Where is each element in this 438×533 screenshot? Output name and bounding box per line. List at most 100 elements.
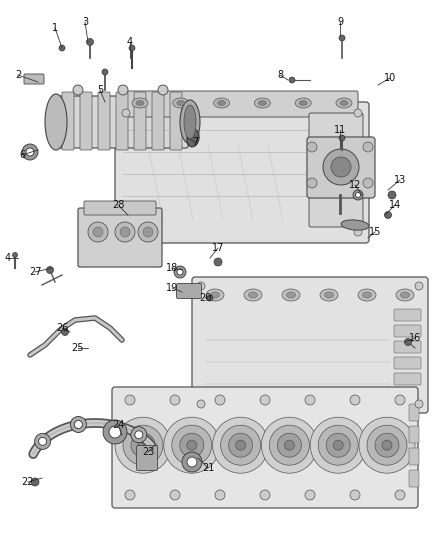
Circle shape <box>307 178 317 188</box>
Ellipse shape <box>45 94 67 150</box>
Ellipse shape <box>396 289 414 301</box>
Text: 27: 27 <box>29 267 41 277</box>
Text: 15: 15 <box>369 227 381 237</box>
Circle shape <box>158 85 168 95</box>
Circle shape <box>354 228 362 236</box>
Circle shape <box>197 282 205 290</box>
Ellipse shape <box>173 98 189 108</box>
Circle shape <box>305 395 315 405</box>
Circle shape <box>221 425 261 465</box>
Circle shape <box>388 191 396 199</box>
Ellipse shape <box>286 292 296 298</box>
Circle shape <box>73 85 83 95</box>
Circle shape <box>103 420 127 444</box>
Text: 4: 4 <box>127 37 133 47</box>
Text: 3: 3 <box>82 17 88 27</box>
Ellipse shape <box>358 289 376 301</box>
Circle shape <box>102 69 108 75</box>
Circle shape <box>385 212 392 219</box>
Circle shape <box>307 142 317 152</box>
Ellipse shape <box>211 292 219 298</box>
Ellipse shape <box>341 220 369 230</box>
FancyBboxPatch shape <box>126 91 358 117</box>
Text: 14: 14 <box>389 200 401 210</box>
Text: 22: 22 <box>22 477 34 487</box>
Circle shape <box>363 142 373 152</box>
Text: 24: 24 <box>112 420 124 430</box>
Text: 4: 4 <box>5 253 11 263</box>
Circle shape <box>215 395 225 405</box>
Circle shape <box>164 417 220 473</box>
Circle shape <box>138 222 158 242</box>
Circle shape <box>177 269 183 275</box>
Circle shape <box>135 431 143 439</box>
Ellipse shape <box>295 98 311 108</box>
Circle shape <box>131 433 155 457</box>
FancyBboxPatch shape <box>394 325 421 337</box>
Circle shape <box>46 266 53 273</box>
Circle shape <box>350 490 360 500</box>
Circle shape <box>331 157 351 177</box>
FancyBboxPatch shape <box>134 92 146 150</box>
FancyBboxPatch shape <box>116 92 128 150</box>
Circle shape <box>71 416 86 432</box>
Ellipse shape <box>282 289 300 301</box>
Circle shape <box>277 433 301 457</box>
FancyBboxPatch shape <box>78 208 162 267</box>
Text: 12: 12 <box>349 180 361 190</box>
Circle shape <box>350 395 360 405</box>
Circle shape <box>375 433 399 457</box>
Ellipse shape <box>218 101 226 106</box>
Text: 28: 28 <box>112 200 124 210</box>
Circle shape <box>395 395 405 405</box>
Text: 20: 20 <box>199 293 211 303</box>
FancyBboxPatch shape <box>394 341 421 353</box>
Circle shape <box>120 227 130 237</box>
Circle shape <box>115 222 135 242</box>
Circle shape <box>318 425 358 465</box>
FancyBboxPatch shape <box>80 92 92 150</box>
Text: 5: 5 <box>97 85 103 95</box>
Text: 19: 19 <box>166 283 178 293</box>
Circle shape <box>131 427 147 443</box>
Circle shape <box>109 426 121 438</box>
FancyBboxPatch shape <box>152 92 164 150</box>
Circle shape <box>125 490 135 500</box>
Ellipse shape <box>136 101 144 106</box>
Circle shape <box>326 433 350 457</box>
Ellipse shape <box>132 98 148 108</box>
Circle shape <box>261 417 318 473</box>
FancyBboxPatch shape <box>394 357 421 369</box>
Circle shape <box>118 85 128 95</box>
Circle shape <box>284 440 294 450</box>
Ellipse shape <box>177 101 185 106</box>
Circle shape <box>31 478 39 486</box>
Circle shape <box>289 77 295 83</box>
Text: 26: 26 <box>56 323 68 333</box>
Ellipse shape <box>248 292 258 298</box>
Ellipse shape <box>180 100 200 144</box>
Circle shape <box>59 45 65 51</box>
Circle shape <box>187 457 197 467</box>
Circle shape <box>88 222 108 242</box>
Circle shape <box>39 438 46 446</box>
Circle shape <box>339 35 345 41</box>
Text: 1: 1 <box>52 23 58 33</box>
Circle shape <box>415 282 423 290</box>
Circle shape <box>382 440 392 450</box>
Circle shape <box>13 253 18 257</box>
Ellipse shape <box>363 292 371 298</box>
Text: 25: 25 <box>72 343 84 353</box>
Ellipse shape <box>214 98 230 108</box>
FancyBboxPatch shape <box>98 92 110 150</box>
Ellipse shape <box>336 98 352 108</box>
Circle shape <box>310 417 366 473</box>
Text: 16: 16 <box>409 333 421 343</box>
Circle shape <box>229 433 253 457</box>
Circle shape <box>172 425 212 465</box>
FancyBboxPatch shape <box>409 404 419 421</box>
Circle shape <box>363 178 373 188</box>
Ellipse shape <box>184 105 196 139</box>
Circle shape <box>170 395 180 405</box>
Circle shape <box>356 192 360 198</box>
